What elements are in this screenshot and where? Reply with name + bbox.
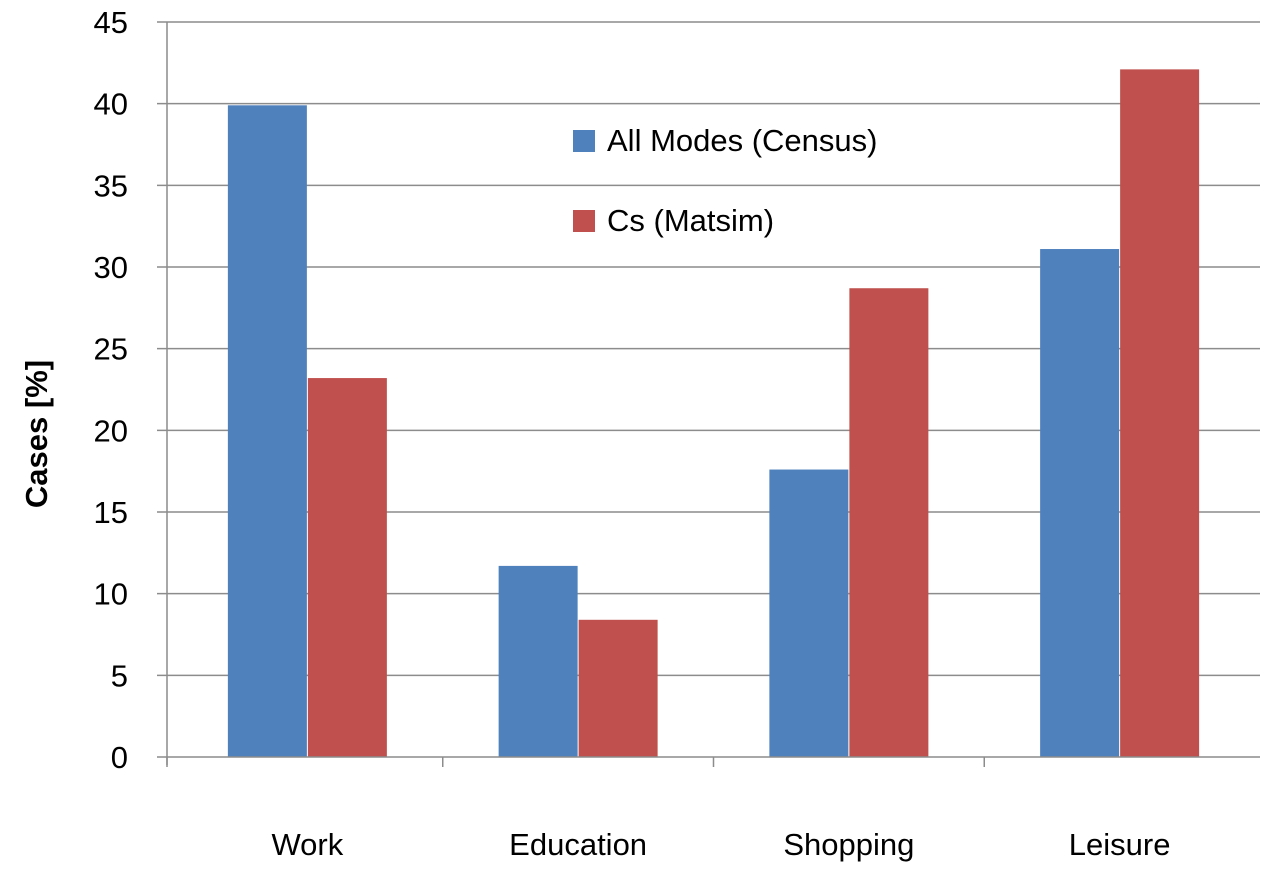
y-tick-label: 15 bbox=[94, 495, 128, 530]
y-tick-labels: 0 5 10 15 20 25 30 35 40 45 bbox=[94, 5, 128, 775]
y-tick-label: 40 bbox=[94, 87, 128, 122]
y-axis-title: Cases [%] bbox=[19, 360, 54, 508]
bar-census bbox=[769, 469, 849, 757]
legend-label: All Modes (Census) bbox=[607, 123, 877, 158]
bar-census bbox=[1040, 249, 1120, 758]
x-tick-label: Work bbox=[271, 827, 343, 862]
bar-matsim bbox=[1120, 69, 1200, 757]
legend-swatch bbox=[573, 210, 595, 232]
bar-matsim bbox=[578, 619, 658, 757]
legend-label: Cs (Matsim) bbox=[607, 203, 774, 238]
y-tick-label: 0 bbox=[111, 740, 128, 775]
x-tick-label: Leisure bbox=[1069, 827, 1171, 862]
bars bbox=[227, 69, 1200, 758]
y-tick-label: 5 bbox=[111, 658, 128, 693]
x-tick-label: Education bbox=[509, 827, 647, 862]
bar-census bbox=[498, 565, 578, 757]
y-tick-label: 10 bbox=[94, 577, 128, 612]
y-tick-label: 30 bbox=[94, 250, 128, 285]
axes bbox=[157, 22, 1260, 765]
legend: All Modes (Census) Cs (Matsim) bbox=[573, 123, 877, 238]
y-tick-label: 20 bbox=[94, 413, 128, 448]
y-tick-label: 45 bbox=[94, 5, 128, 40]
y-tick-label: 25 bbox=[94, 332, 128, 367]
bar-census bbox=[227, 105, 307, 758]
x-tick-label: Shopping bbox=[783, 827, 914, 862]
legend-swatch bbox=[573, 130, 595, 152]
y-tick-label: 35 bbox=[94, 168, 128, 203]
x-tick-labels: Work Education Shopping Leisure bbox=[166, 757, 1171, 862]
bar-matsim bbox=[307, 378, 387, 757]
bar-matsim bbox=[849, 288, 929, 757]
